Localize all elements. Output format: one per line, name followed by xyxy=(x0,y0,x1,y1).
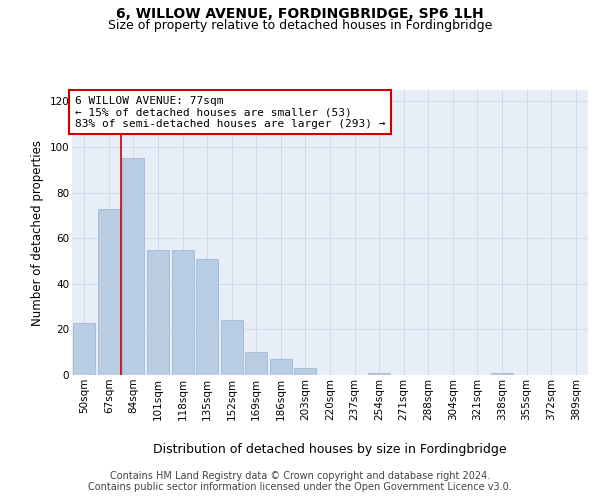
Bar xyxy=(368,372,390,375)
Bar xyxy=(196,258,218,375)
Bar xyxy=(295,368,316,375)
Bar xyxy=(245,352,268,375)
Text: 6 WILLOW AVENUE: 77sqm
← 15% of detached houses are smaller (53)
83% of semi-det: 6 WILLOW AVENUE: 77sqm ← 15% of detached… xyxy=(74,96,385,129)
Text: Contains HM Land Registry data © Crown copyright and database right 2024.
Contai: Contains HM Land Registry data © Crown c… xyxy=(88,471,512,492)
Bar xyxy=(147,250,169,375)
Bar xyxy=(221,320,243,375)
Text: Size of property relative to detached houses in Fordingbridge: Size of property relative to detached ho… xyxy=(108,19,492,32)
Text: 6, WILLOW AVENUE, FORDINGBRIDGE, SP6 1LH: 6, WILLOW AVENUE, FORDINGBRIDGE, SP6 1LH xyxy=(116,8,484,22)
Bar xyxy=(172,250,194,375)
Bar xyxy=(270,359,292,375)
Bar xyxy=(73,322,95,375)
Bar xyxy=(122,158,145,375)
Bar xyxy=(491,372,513,375)
Text: Distribution of detached houses by size in Fordingbridge: Distribution of detached houses by size … xyxy=(153,442,507,456)
Bar xyxy=(98,208,120,375)
Y-axis label: Number of detached properties: Number of detached properties xyxy=(31,140,44,326)
